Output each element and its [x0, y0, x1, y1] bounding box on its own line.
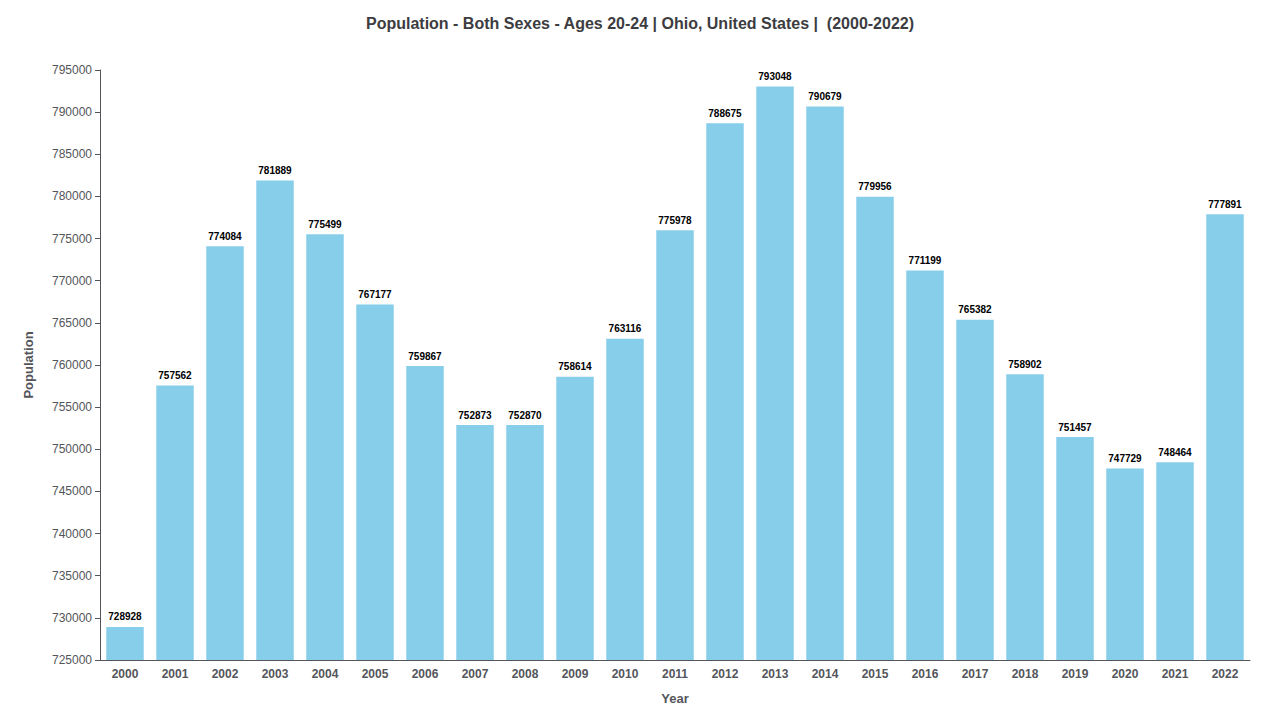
svg-text:2006: 2006: [412, 667, 439, 681]
svg-text:758614: 758614: [558, 361, 592, 372]
svg-text:2002: 2002: [212, 667, 239, 681]
svg-text:780000: 780000: [52, 189, 92, 203]
svg-text:748464: 748464: [1158, 447, 1192, 458]
svg-text:752873: 752873: [458, 410, 492, 421]
svg-text:781889: 781889: [258, 165, 292, 176]
svg-text:788675: 788675: [708, 108, 742, 119]
svg-text:2005: 2005: [362, 667, 389, 681]
svg-text:2017: 2017: [962, 667, 989, 681]
svg-text:771199: 771199: [909, 255, 942, 266]
svg-text:2012: 2012: [712, 667, 739, 681]
svg-text:775978: 775978: [658, 215, 692, 226]
svg-text:740000: 740000: [52, 527, 92, 541]
svg-text:2013: 2013: [762, 667, 789, 681]
svg-text:775499: 775499: [308, 219, 342, 230]
svg-text:770000: 770000: [52, 274, 92, 288]
svg-text:745000: 745000: [52, 484, 92, 498]
svg-text:2010: 2010: [612, 667, 639, 681]
svg-text:Population - Both Sexes - Ages: Population - Both Sexes - Ages 20-24 | O…: [366, 15, 914, 32]
svg-text:2001: 2001: [162, 667, 189, 681]
svg-text:793048: 793048: [758, 71, 792, 82]
svg-text:751457: 751457: [1058, 422, 1092, 433]
svg-text:2004: 2004: [312, 667, 339, 681]
svg-text:747729: 747729: [1108, 453, 1142, 464]
svg-text:2000: 2000: [112, 667, 139, 681]
svg-text:795000: 795000: [52, 63, 92, 77]
svg-text:774084: 774084: [208, 231, 242, 242]
svg-text:777891: 777891: [1208, 199, 1242, 210]
svg-text:Population: Population: [21, 331, 36, 398]
svg-text:2018: 2018: [1012, 667, 1039, 681]
svg-text:757562: 757562: [158, 370, 192, 381]
svg-text:790000: 790000: [52, 105, 92, 119]
svg-text:2015: 2015: [862, 667, 889, 681]
svg-text:2021: 2021: [1162, 667, 1189, 681]
svg-text:735000: 735000: [52, 569, 92, 583]
svg-text:750000: 750000: [52, 442, 92, 456]
svg-text:785000: 785000: [52, 147, 92, 161]
svg-text:2019: 2019: [1062, 667, 1089, 681]
svg-text:763116: 763116: [609, 323, 642, 334]
svg-text:2022: 2022: [1212, 667, 1239, 681]
svg-text:765382: 765382: [958, 304, 992, 315]
svg-text:758902: 758902: [1008, 359, 1042, 370]
svg-text:730000: 730000: [52, 611, 92, 625]
svg-text:2009: 2009: [562, 667, 589, 681]
svg-text:755000: 755000: [52, 400, 92, 414]
svg-text:2014: 2014: [812, 667, 839, 681]
svg-text:2003: 2003: [262, 667, 289, 681]
svg-text:752870: 752870: [508, 410, 542, 421]
svg-text:2007: 2007: [462, 667, 489, 681]
svg-text:790679: 790679: [808, 91, 842, 102]
svg-text:728928: 728928: [108, 611, 142, 622]
svg-text:2008: 2008: [512, 667, 539, 681]
svg-text:Year: Year: [661, 691, 688, 706]
svg-text:2020: 2020: [1112, 667, 1139, 681]
svg-text:779956: 779956: [858, 181, 892, 192]
svg-text:2016: 2016: [912, 667, 939, 681]
svg-text:760000: 760000: [52, 358, 92, 372]
svg-text:765000: 765000: [52, 316, 92, 330]
svg-text:775000: 775000: [52, 232, 92, 246]
svg-text:725000: 725000: [52, 653, 92, 667]
svg-text:2011: 2011: [662, 667, 688, 681]
svg-text:767177: 767177: [358, 289, 392, 300]
svg-text:759867: 759867: [408, 351, 442, 362]
